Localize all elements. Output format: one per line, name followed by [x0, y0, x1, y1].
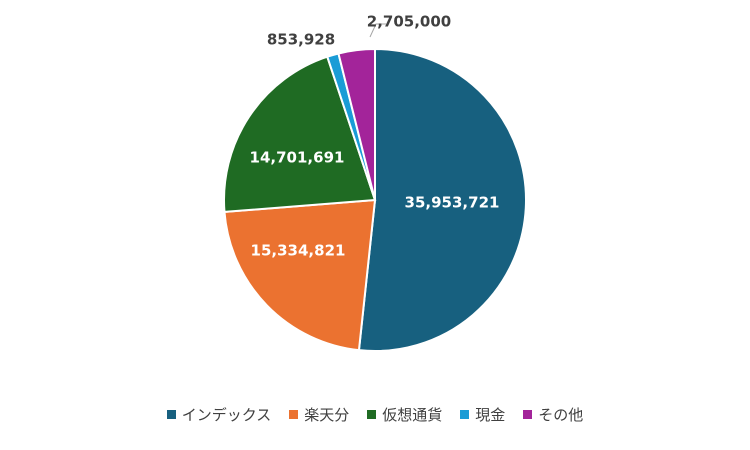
data-label: 2,705,000 — [367, 13, 451, 31]
legend-item: その他 — [523, 404, 583, 425]
pie-slice-2 — [223, 198, 377, 352]
data-label: 15,334,821 — [251, 242, 346, 260]
data-label: 35,953,721 — [405, 194, 500, 212]
legend-label: 楽天分 — [304, 406, 350, 424]
pie-slice-5 — [337, 47, 376, 201]
legend-label: 仮想通貨 — [382, 406, 443, 424]
legend-item: インデックス — [166, 404, 272, 425]
legend-label: その他 — [538, 406, 584, 424]
pie-slice-1 — [357, 47, 527, 352]
legend-swatch — [460, 410, 470, 419]
legend-item: 現金 — [460, 404, 505, 425]
pie-slices — [223, 47, 527, 352]
legend-label: 現金 — [475, 406, 506, 424]
legend-item: 楽天分 — [289, 404, 349, 425]
data-label: 14,701,691 — [250, 149, 345, 167]
pie-chart: 35,953,721 15,334,821 14,701,691 853,928 2,7… — [223, 13, 527, 352]
data-label: 853,928 — [267, 31, 335, 49]
pie-slice-3 — [223, 55, 377, 213]
chart-legend: インデックス 楽天分 仮想通貨 現金 その他 — [0, 404, 750, 425]
data-labels: 35,953,721 15,334,821 14,701,691 853,928 2,7… — [250, 13, 500, 260]
legend-item: 仮想通貨 — [367, 404, 442, 425]
leader-lines — [369, 23, 386, 38]
legend-swatch — [523, 410, 533, 419]
legend-swatch — [166, 410, 176, 419]
leader-line — [369, 23, 386, 38]
legend-swatch — [289, 410, 299, 419]
legend-swatch — [367, 410, 377, 419]
legend-label: インデックス — [181, 406, 272, 424]
